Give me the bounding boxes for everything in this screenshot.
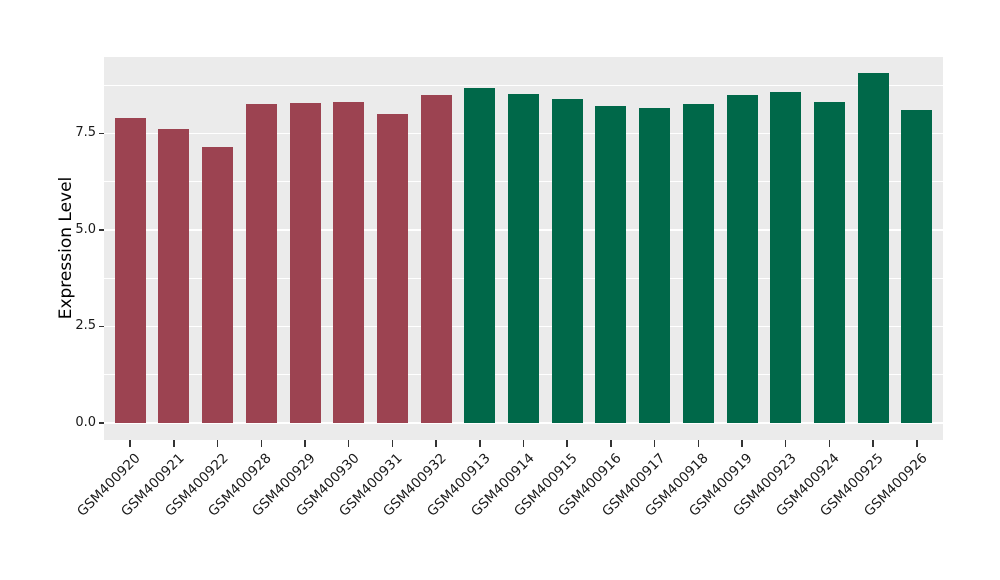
bar-GSM400921 — [158, 129, 190, 423]
x-tick-mark — [129, 440, 131, 447]
x-tick-mark — [653, 440, 656, 447]
y-tick-label: 7.5 — [75, 125, 96, 141]
x-tick-mark — [741, 440, 743, 447]
y-tick-mark — [99, 132, 104, 135]
bar-GSM400930 — [333, 101, 365, 423]
major-gridline — [104, 422, 943, 424]
bar-GSM400928 — [245, 104, 277, 423]
bar-GSM400931 — [376, 113, 408, 423]
bar-GSM400915 — [551, 98, 583, 423]
plot-panel — [104, 57, 943, 440]
y-axis-title: Expression Level — [56, 176, 76, 320]
x-tick-mark — [522, 440, 525, 447]
x-tick-mark — [610, 440, 612, 447]
x-tick-mark — [566, 440, 568, 447]
bar-GSM400920 — [114, 117, 146, 423]
bar-GSM400922 — [202, 146, 234, 423]
x-tick-mark — [173, 440, 175, 447]
minor-gridline — [104, 84, 943, 86]
bar-GSM400918 — [682, 103, 714, 423]
x-tick-mark — [916, 440, 918, 447]
y-tick-mark — [99, 229, 104, 231]
y-tick-mark — [99, 325, 104, 328]
x-tick-mark — [216, 440, 219, 447]
x-tick-mark — [697, 440, 700, 447]
bar-GSM400926 — [901, 110, 933, 423]
bar-GSM400924 — [813, 102, 845, 423]
bar-GSM400919 — [726, 94, 758, 423]
bar-GSM400913 — [464, 87, 496, 423]
bar-GSM400916 — [595, 105, 627, 423]
x-tick-mark — [304, 440, 306, 447]
x-tick-mark — [260, 440, 263, 447]
y-tick-label: 0.0 — [75, 415, 96, 430]
x-tick-mark — [479, 440, 481, 447]
x-tick-mark — [347, 440, 350, 447]
y-tick-label: 5.0 — [75, 221, 96, 237]
y-tick-mark — [99, 422, 104, 424]
x-tick-mark — [784, 440, 787, 447]
x-tick-mark — [828, 440, 831, 447]
bar-GSM400914 — [508, 93, 539, 423]
bar-GSM400923 — [770, 92, 802, 423]
bar-GSM400925 — [857, 73, 889, 423]
bar-GSM400929 — [289, 103, 321, 423]
x-tick-mark — [391, 440, 394, 447]
bar-GSM400932 — [420, 95, 452, 423]
x-tick-mark — [872, 440, 874, 447]
x-tick-mark — [435, 440, 437, 447]
bar-GSM400917 — [639, 108, 671, 423]
y-tick-label: 2.5 — [75, 318, 96, 334]
